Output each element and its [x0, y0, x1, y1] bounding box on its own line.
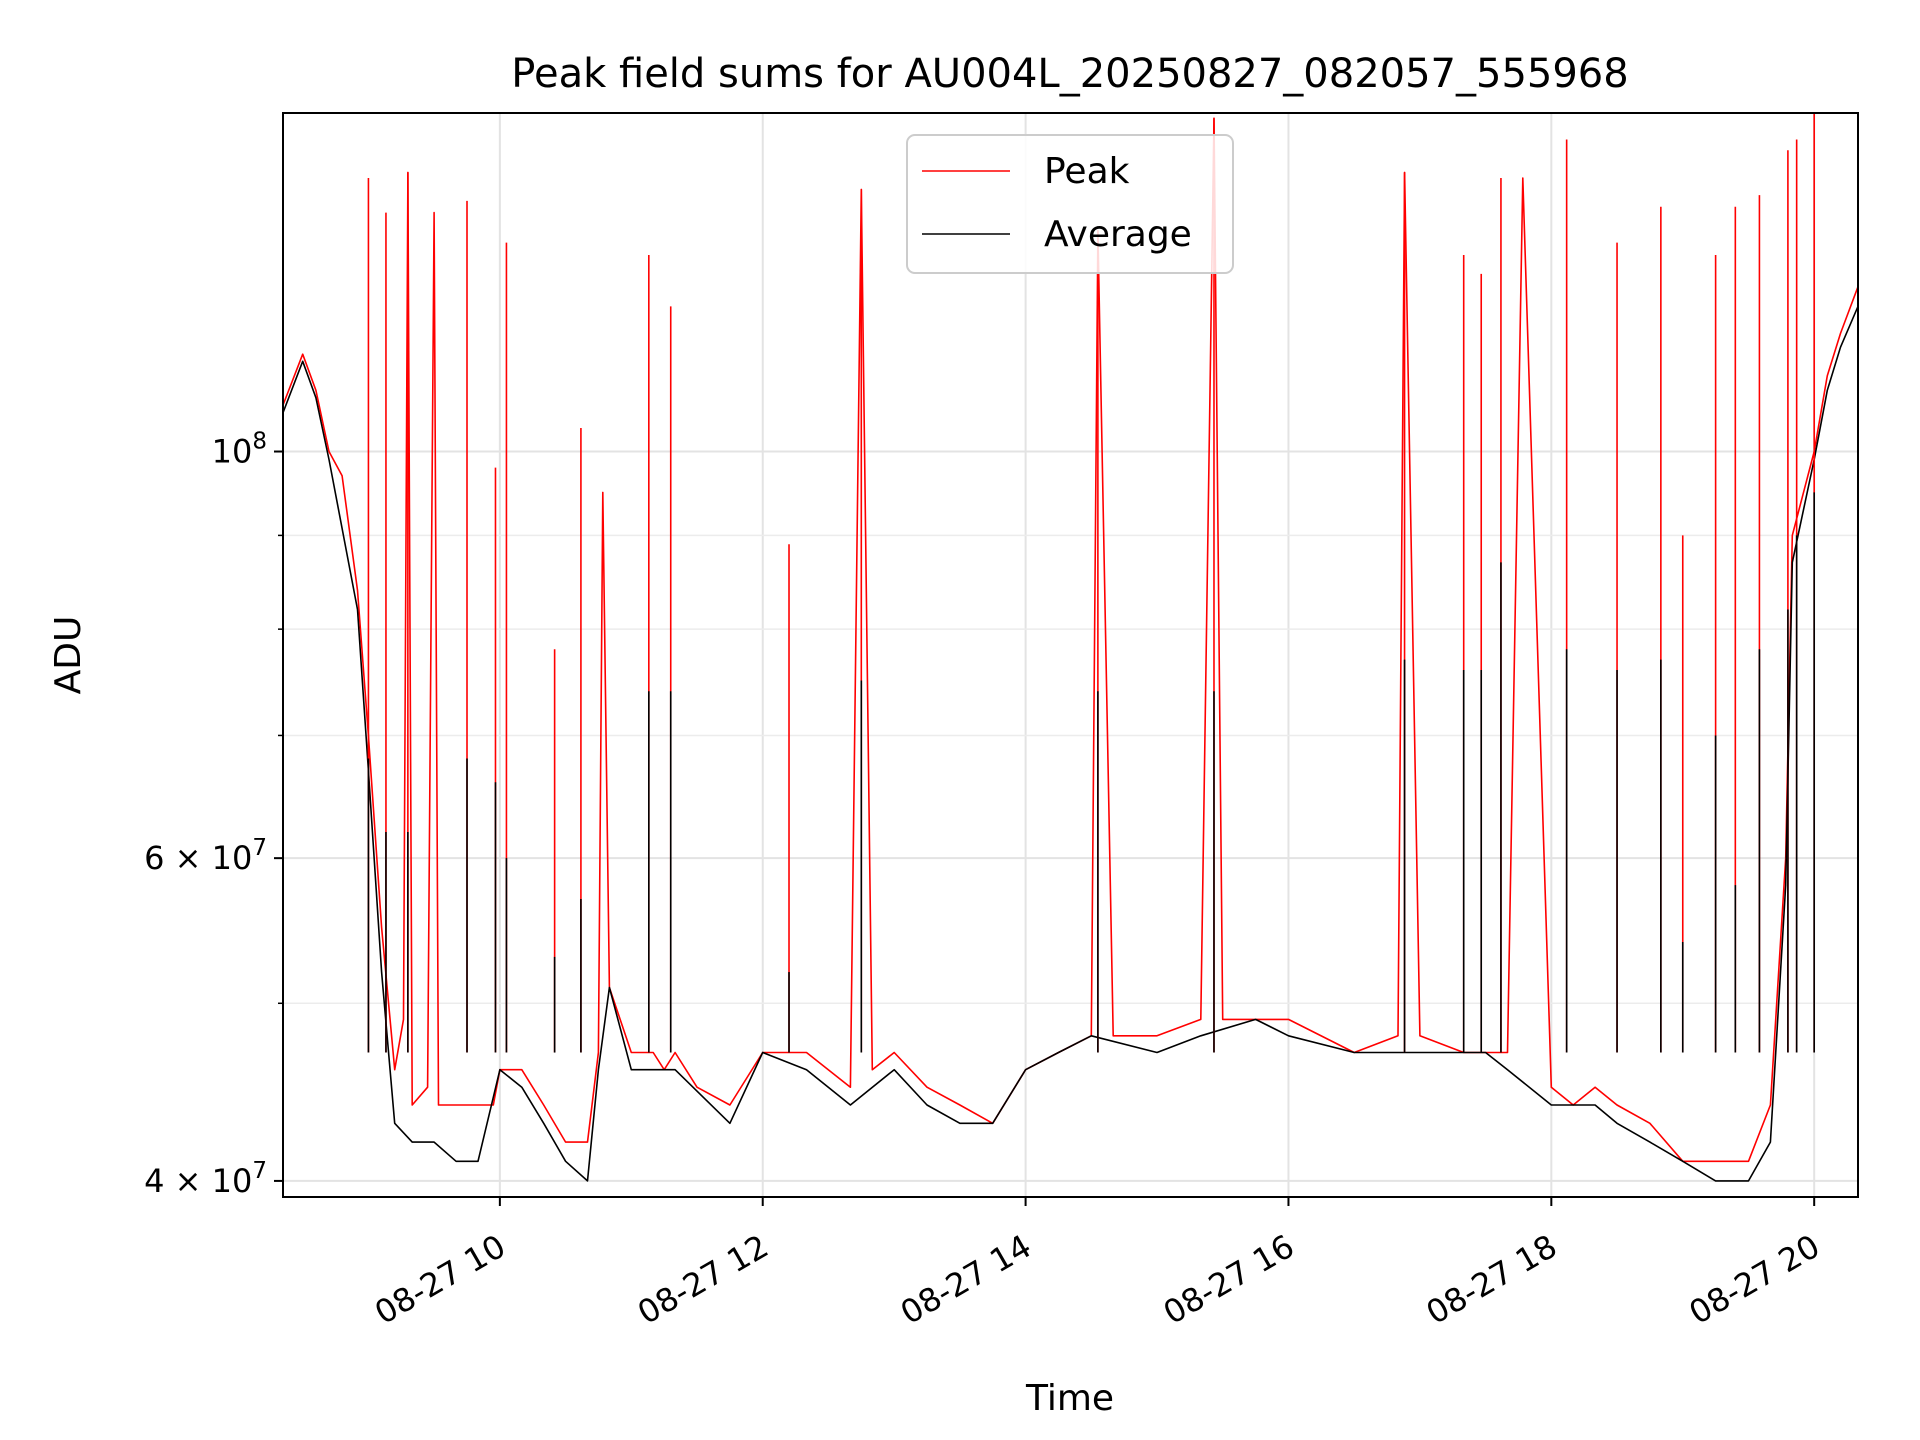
y-tick-label: 6 × 107 [144, 835, 267, 877]
y-axis-label: ADU [48, 616, 89, 695]
y-tick-label-base: 6 × 10 [144, 839, 252, 877]
y-tick-label: 4 × 107 [144, 1158, 267, 1200]
plot-area-frame [282, 112, 1859, 1198]
legend-label-average: Average [1044, 214, 1192, 255]
y-tick-label-exponent: 8 [252, 429, 267, 455]
legend-box [906, 134, 1234, 274]
y-tick-label-exponent: 7 [252, 1158, 267, 1184]
legend-label-peak: Peak [1044, 151, 1130, 192]
series-line-peak [283, 117, 1858, 1163]
x-axis-label: Time [1025, 1378, 1114, 1419]
legend: Peak Average [906, 134, 1234, 274]
y-tick-label-base: 10 [212, 433, 253, 471]
y-tick-label: 108 [212, 429, 267, 471]
grid-lines [283, 113, 1858, 1197]
chart-title: Peak field sums for AU004L_20250827_0820… [511, 51, 1628, 97]
series-line-average [283, 306, 1858, 1182]
y-tick-label-exponent: 7 [252, 835, 267, 861]
y-tick-label-base: 4 × 10 [144, 1162, 252, 1200]
